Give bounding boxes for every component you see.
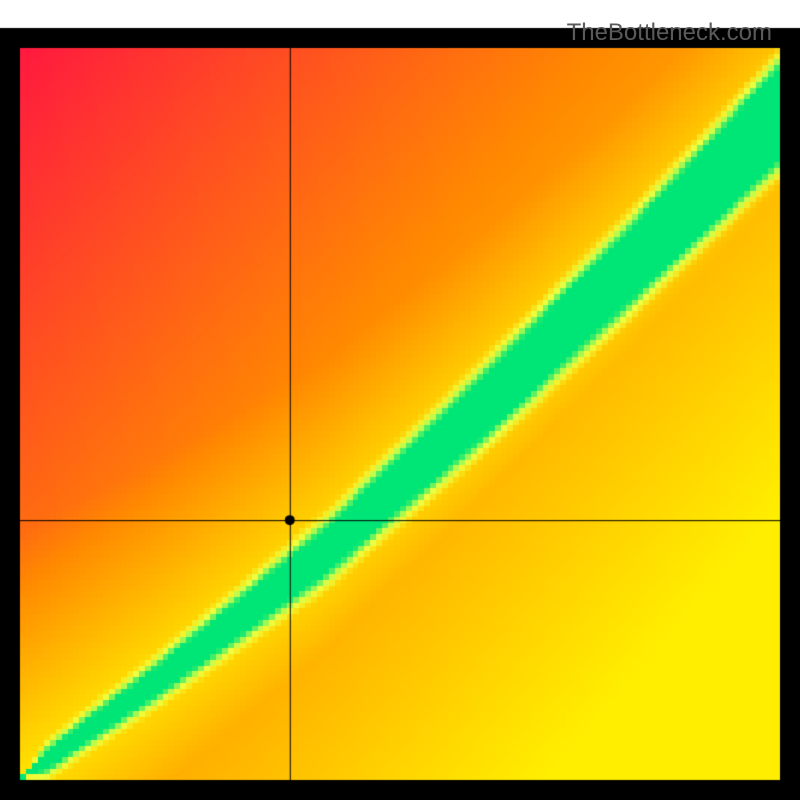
watermark-label: TheBottleneck.com bbox=[567, 19, 772, 47]
bottleneck-heatmap bbox=[0, 0, 800, 800]
chart-container: TheBottleneck.com bbox=[0, 0, 800, 800]
